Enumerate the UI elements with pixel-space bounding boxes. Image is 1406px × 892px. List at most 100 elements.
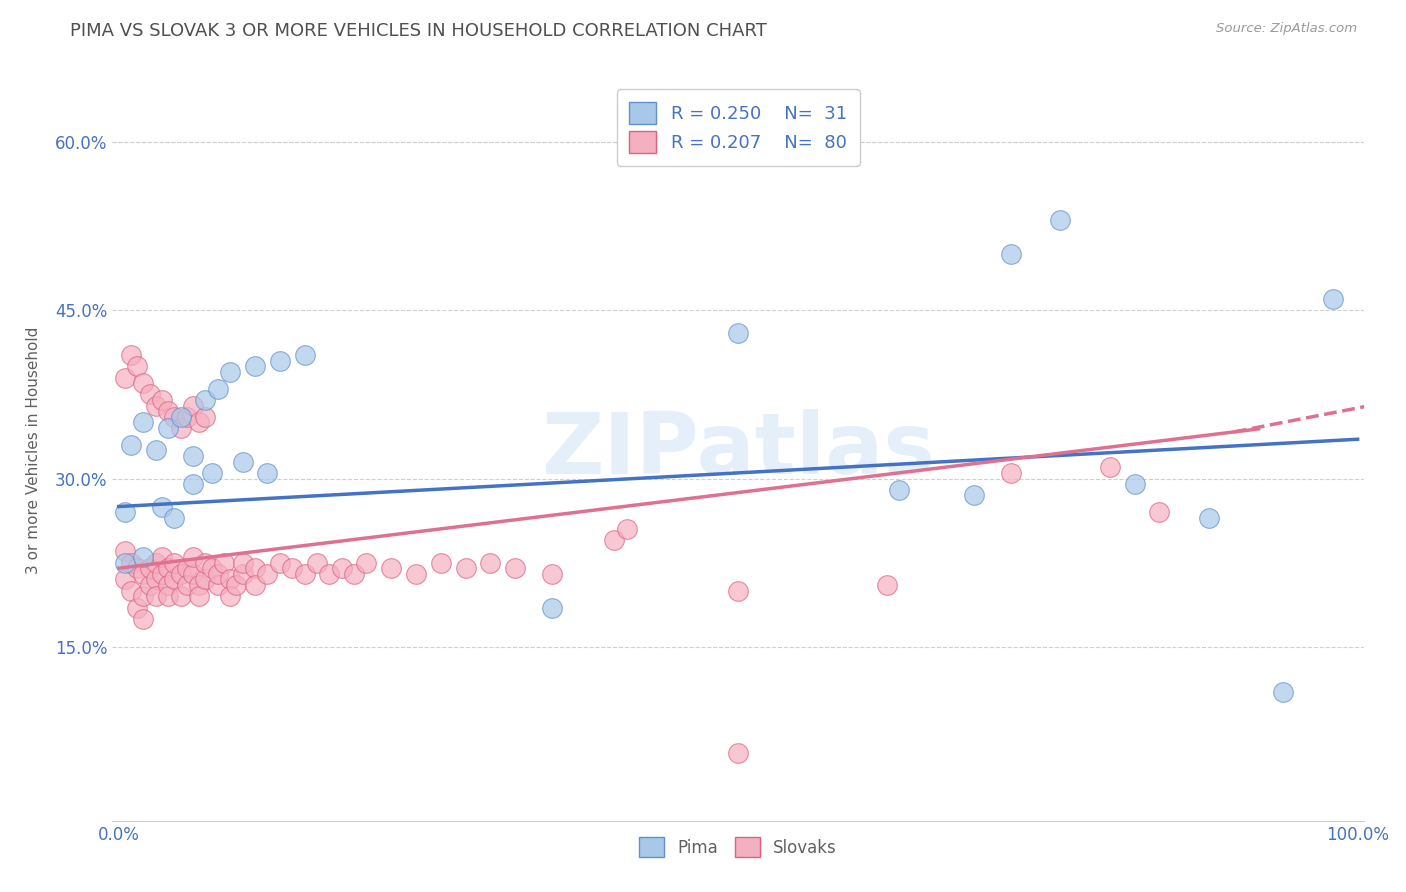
Point <box>541 566 564 581</box>
Point <box>1000 247 1022 261</box>
Point <box>157 404 180 418</box>
Point <box>207 578 229 592</box>
Legend: Pima, Slovaks: Pima, Slovaks <box>633 830 844 864</box>
Point <box>132 612 155 626</box>
Point <box>503 561 526 575</box>
Point <box>269 353 291 368</box>
Point <box>157 421 180 435</box>
Point <box>479 556 502 570</box>
Point <box>207 566 229 581</box>
Point <box>132 416 155 430</box>
Point <box>181 549 204 564</box>
Point <box>127 561 149 575</box>
Point <box>169 566 191 581</box>
Point <box>188 578 211 592</box>
Point <box>616 522 638 536</box>
Point <box>430 556 453 570</box>
Point <box>1049 213 1071 227</box>
Point <box>145 573 167 587</box>
Point <box>176 561 198 575</box>
Point <box>176 578 198 592</box>
Point <box>163 409 186 424</box>
Text: Source: ZipAtlas.com: Source: ZipAtlas.com <box>1216 22 1357 36</box>
Point <box>157 561 180 575</box>
Point <box>1149 505 1171 519</box>
Point <box>1272 684 1295 698</box>
Point <box>194 573 217 587</box>
Point <box>1123 477 1146 491</box>
Text: PIMA VS SLOVAK 3 OR MORE VEHICLES IN HOUSEHOLD CORRELATION CHART: PIMA VS SLOVAK 3 OR MORE VEHICLES IN HOU… <box>70 22 768 40</box>
Point <box>150 500 173 514</box>
Point <box>138 561 160 575</box>
Point <box>120 348 142 362</box>
Point <box>200 561 222 575</box>
Point <box>243 561 266 575</box>
Point <box>305 556 328 570</box>
Point <box>138 578 160 592</box>
Point <box>454 561 477 575</box>
Point <box>243 359 266 374</box>
Point <box>1098 460 1121 475</box>
Point <box>188 416 211 430</box>
Point <box>150 566 173 581</box>
Point <box>194 392 217 407</box>
Point <box>232 556 254 570</box>
Point <box>114 505 136 519</box>
Point <box>356 556 378 570</box>
Point <box>181 449 204 463</box>
Point <box>194 556 217 570</box>
Point <box>256 466 278 480</box>
Point <box>281 561 304 575</box>
Point <box>727 747 749 761</box>
Point <box>169 421 191 435</box>
Point <box>120 556 142 570</box>
Point <box>232 566 254 581</box>
Point <box>1000 466 1022 480</box>
Point <box>150 549 173 564</box>
Point <box>120 438 142 452</box>
Point <box>176 409 198 424</box>
Point <box>169 589 191 603</box>
Point <box>243 578 266 592</box>
Point <box>181 399 204 413</box>
Point <box>318 566 340 581</box>
Point <box>876 578 898 592</box>
Point <box>603 533 626 548</box>
Point <box>727 583 749 598</box>
Point <box>889 483 911 497</box>
Point <box>343 566 366 581</box>
Point <box>120 583 142 598</box>
Point <box>132 549 155 564</box>
Point <box>294 348 316 362</box>
Point <box>405 566 427 581</box>
Point <box>200 466 222 480</box>
Point <box>219 589 242 603</box>
Point <box>163 556 186 570</box>
Point <box>225 578 247 592</box>
Point <box>294 566 316 581</box>
Point <box>219 573 242 587</box>
Point <box>114 573 136 587</box>
Point <box>188 589 211 603</box>
Point <box>194 409 217 424</box>
Point <box>541 600 564 615</box>
Point <box>207 382 229 396</box>
Point <box>163 510 186 524</box>
Point <box>256 566 278 581</box>
Point <box>127 359 149 374</box>
Point <box>330 561 353 575</box>
Point <box>181 566 204 581</box>
Point <box>232 455 254 469</box>
Point <box>727 326 749 340</box>
Point <box>145 556 167 570</box>
Point <box>962 488 984 502</box>
Point <box>145 399 167 413</box>
Point <box>114 556 136 570</box>
Text: ZIPatlas: ZIPatlas <box>541 409 935 492</box>
Point <box>212 556 235 570</box>
Point <box>114 370 136 384</box>
Point <box>127 600 149 615</box>
Point <box>132 566 155 581</box>
Point <box>150 392 173 407</box>
Point <box>157 589 180 603</box>
